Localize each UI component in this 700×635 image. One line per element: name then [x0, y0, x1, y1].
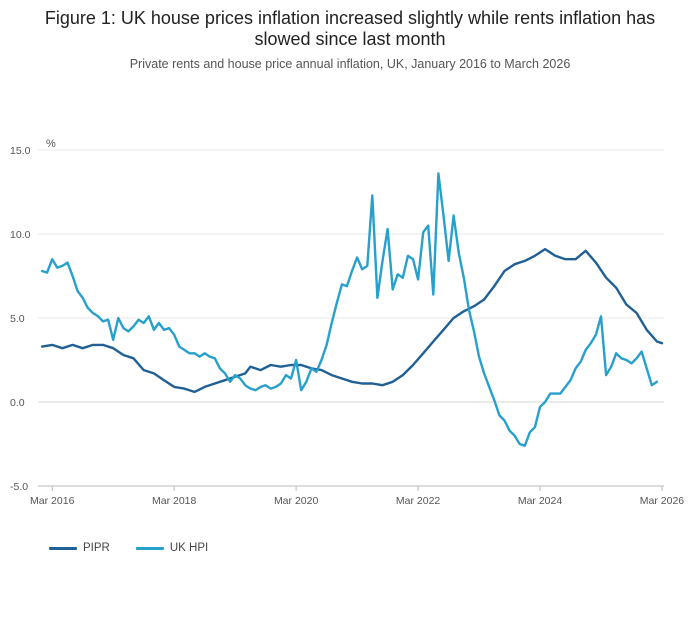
line-chart: -5.0 0.0 5.0 10.0 15.0% Mar 2016 Mar 2018 Mar 2… [10, 138, 685, 507]
x-tick-label: Mar 2022 [396, 495, 441, 507]
y-tick-label: 0.0 [10, 397, 25, 409]
y-tick-label: 5.0 [10, 313, 25, 325]
legend-item-uk-hpi[interactable]: UK HPI [135, 542, 209, 554]
x-tick-label: Mar 2026 [640, 495, 685, 507]
x-tick-label: Mar 2024 [518, 495, 563, 507]
y-tick-label: 10.0 [10, 229, 31, 241]
legend-label-pipr: PIPR [83, 542, 110, 554]
x-tick-label: Mar 2016 [30, 495, 75, 507]
chart-title: Figure 1: UK house prices inflation incr… [44, 8, 656, 49]
legend: PIPR UK HPI [49, 542, 208, 554]
legend-item-pipr[interactable]: PIPR [49, 542, 110, 554]
x-tick-label: Mar 2018 [152, 495, 197, 507]
series-line-pipr[interactable] [40, 247, 664, 394]
chart-subtitle: Private rents and house price annual inf… [129, 57, 571, 71]
series-line-uk-hpi[interactable] [40, 172, 659, 447]
legend-swatch-uk-hpi [135, 546, 164, 550]
x-tick-label: Mar 2020 [274, 495, 319, 507]
y-tick-label: 15.0 [10, 145, 31, 157]
y-axis-unit: % [46, 138, 56, 150]
legend-swatch-pipr [49, 546, 77, 550]
legend-label-uk-hpi: UK HPI [169, 542, 209, 554]
y-tick-label: -5.0 [10, 481, 28, 493]
